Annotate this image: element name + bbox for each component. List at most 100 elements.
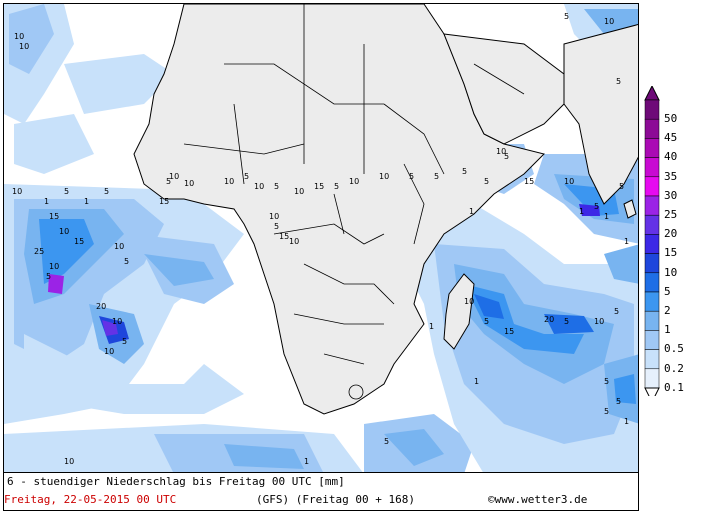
legend-swatch — [644, 214, 660, 235]
legend-label: 0.5 — [664, 342, 684, 356]
contour-value-label: 10 — [564, 177, 574, 186]
legend-label: 5 — [664, 284, 671, 298]
contour-value-label: 10 — [289, 237, 299, 246]
legend-swatch — [644, 291, 660, 312]
contour-value-label: 5 — [616, 397, 621, 406]
legend-arrow-top — [644, 84, 660, 101]
valid-date: Freitag, 22-05-2015 00 UTC — [4, 493, 177, 506]
contour-value-label: 5 — [244, 172, 249, 181]
legend-swatch — [644, 349, 660, 370]
contour-value-label: 10 — [169, 172, 179, 181]
contour-value-label: 10 — [254, 182, 264, 191]
legend-swatch — [644, 157, 660, 178]
contour-value-label: 5 — [384, 437, 389, 446]
contour-value-label: 5 — [484, 177, 489, 186]
legend-label: 35 — [664, 169, 678, 183]
contour-value-label: 5 — [274, 222, 279, 231]
contour-value-label: 25 — [34, 247, 44, 256]
contour-value-label: 10 — [224, 177, 234, 186]
legend-swatch — [644, 138, 660, 158]
contour-value-label: 10 — [594, 317, 604, 326]
legend-label: 1 — [664, 323, 671, 337]
legend-label: 50 — [664, 112, 678, 125]
contour-value-label: 5 — [594, 202, 599, 211]
contour-value-label: 1 — [84, 197, 89, 206]
contour-value-label: 1 — [429, 322, 434, 331]
contour-value-label: 5 — [604, 407, 609, 416]
contour-value-label: 5 — [64, 187, 69, 196]
contour-value-label: 5 — [124, 257, 129, 266]
legend-label: 30 — [664, 188, 678, 202]
legend-swatch — [644, 234, 660, 254]
contour-value-label: 1 — [579, 207, 584, 216]
contour-value-label: 10 — [19, 42, 29, 51]
contour-value-label: 1 — [624, 237, 629, 246]
color-scale-legend: 50 45 40 35 30 25 20 15 10 5 2 1 0.5 0.2 0.1 — [642, 84, 704, 404]
contour-value-label: 5 — [616, 77, 621, 86]
legend-swatch — [644, 176, 660, 197]
contour-value-label: 1 — [604, 212, 609, 221]
legend-label: 10 — [664, 265, 678, 279]
precipitation-map: 10 10 10 5 5 10 5 1 1 5 15 10 25 10 5 15 10 5 20 10 5 10 15 10 5… — [3, 3, 639, 473]
legend-label: 25 — [664, 208, 678, 221]
contour-value-label: 5 — [614, 307, 619, 316]
contour-value-label: 10 — [294, 187, 304, 196]
legend-swatch — [644, 272, 660, 293]
legend-label: 40 — [664, 150, 678, 164]
contour-value-label: 10 — [64, 457, 74, 466]
legend-label: 15 — [664, 246, 678, 260]
contour-value-label: 15 — [524, 177, 534, 186]
contour-value-label: 10 — [184, 179, 194, 188]
contour-value-label: 15 — [49, 212, 59, 221]
contour-value-label: 5 — [564, 317, 569, 326]
contour-value-label: 15 — [504, 327, 514, 336]
contour-value-label: 10 — [379, 172, 389, 181]
contour-value-label: 5 — [462, 167, 467, 176]
legend-swatch — [644, 330, 660, 350]
contour-value-label: 15 — [314, 182, 324, 191]
contour-value-label: 20 — [544, 315, 554, 324]
contour-value-label: 5 — [604, 377, 609, 386]
contour-value-label: 10 — [604, 17, 614, 26]
legend-swatch — [644, 253, 660, 274]
legend-label: 0.1 — [664, 380, 684, 394]
site-credit: ©www.wetter3.de — [488, 493, 588, 506]
contour-value-label: 15 — [74, 237, 84, 246]
contour-value-label: 5 — [484, 317, 489, 326]
contour-value-label: 10 — [349, 177, 359, 186]
contour-value-label: 1 — [44, 197, 49, 206]
contour-value-label: 10 — [12, 187, 22, 196]
contour-value-label: 5 — [409, 172, 414, 181]
contour-value-label: 5 — [274, 182, 279, 191]
precipitation-shading — [4, 4, 638, 472]
contour-value-label: 1 — [474, 377, 479, 386]
contour-value-label: 20 — [96, 302, 106, 311]
contour-value-label: 15 — [159, 197, 169, 206]
legend-label: 45 — [664, 131, 678, 145]
legend-color-bar — [644, 84, 660, 404]
legend-swatch — [644, 368, 660, 389]
contour-value-label: 5 — [166, 177, 171, 186]
contour-value-label: 5 — [334, 182, 339, 191]
contour-value-label: 1 — [304, 457, 309, 466]
contour-value-label: 10 — [104, 347, 114, 356]
contour-value-label: 10 — [496, 147, 506, 156]
contour-value-label: 5 — [619, 182, 624, 191]
contour-value-label: 5 — [46, 272, 51, 281]
contour-value-label: 10 — [114, 242, 124, 251]
contour-value-label: 10 — [464, 297, 474, 306]
model-run: (GFS) (Freitag 00 + 168) — [256, 493, 415, 506]
contour-value-label: 5 — [104, 187, 109, 196]
legend-swatch — [644, 310, 660, 331]
contour-value-label: 5 — [564, 12, 569, 21]
legend-label: 0.2 — [664, 361, 684, 375]
contour-value-label: 1 — [469, 207, 474, 216]
legend-swatch — [644, 118, 660, 139]
contour-value-label: 10 — [112, 317, 122, 326]
contour-value-label: 1 — [624, 417, 629, 426]
legend-swatch — [644, 195, 660, 216]
legend-label: 20 — [664, 227, 678, 241]
map-caption: 6 - stuendiger Niederschlag bis Freitag … — [7, 475, 345, 488]
land — [133, 4, 638, 415]
